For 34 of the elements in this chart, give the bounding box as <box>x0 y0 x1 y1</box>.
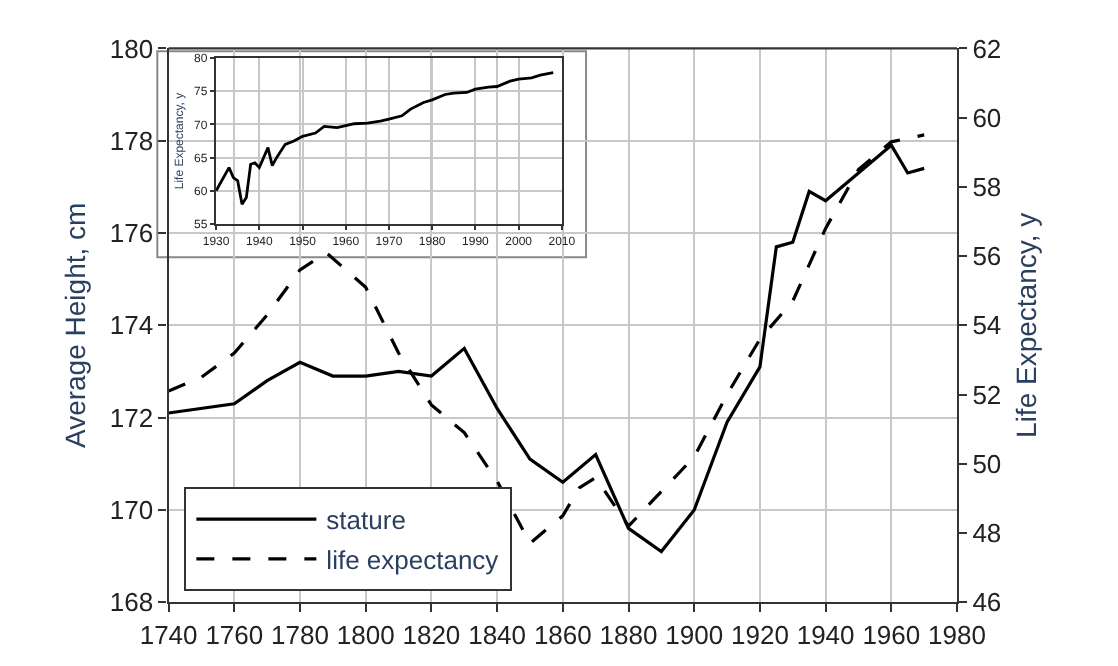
y-tick-label: 174 <box>109 310 154 341</box>
legend-label: stature <box>326 505 406 536</box>
line-series <box>216 71 555 206</box>
x-tick-label: 1900 <box>665 619 724 650</box>
x-tick-label: 1940 <box>796 619 855 650</box>
y-tick-label: 168 <box>109 587 154 618</box>
y2-tick-label: 52 <box>972 379 1002 410</box>
x-tick-label: 1920 <box>730 619 789 650</box>
x-tick-label: 1840 <box>468 619 527 650</box>
y-tick-label: 176 <box>109 218 154 249</box>
y2-axis-title: Life Expectancy, y <box>1009 212 1042 438</box>
y-tick-label: 178 <box>109 125 154 156</box>
y2-tick-label: 56 <box>972 241 1002 272</box>
y2-tick-label: 50 <box>972 448 1002 479</box>
y-tick-label: 172 <box>109 402 154 433</box>
y2-tick-label: 62 <box>972 33 1002 64</box>
x-tick-label: 1880 <box>599 619 658 650</box>
y2-tick-label: 48 <box>972 518 1002 549</box>
y2-tick-label: 54 <box>972 310 1002 341</box>
x-tick-label: 1740 <box>139 619 198 650</box>
y-axis-title: Average Height, cm <box>58 202 91 449</box>
x-tick-label: 1820 <box>402 619 461 650</box>
legend-label: life expectancy <box>326 545 500 576</box>
x-tick-label: 1980 <box>928 619 986 650</box>
y-tick-label: 170 <box>109 495 154 526</box>
y2-tick-label: 58 <box>972 171 1002 202</box>
x-tick-label: 1760 <box>205 619 264 650</box>
y2-tick-label: 60 <box>972 102 1002 133</box>
x-tick-label: 1960 <box>862 619 921 650</box>
x-tick-label: 1860 <box>533 619 592 650</box>
y-tick-label: 180 <box>109 33 154 64</box>
x-tick-label: 1800 <box>336 619 395 650</box>
y2-tick-label: 46 <box>972 587 1002 618</box>
x-tick-label: 1780 <box>271 619 329 650</box>
